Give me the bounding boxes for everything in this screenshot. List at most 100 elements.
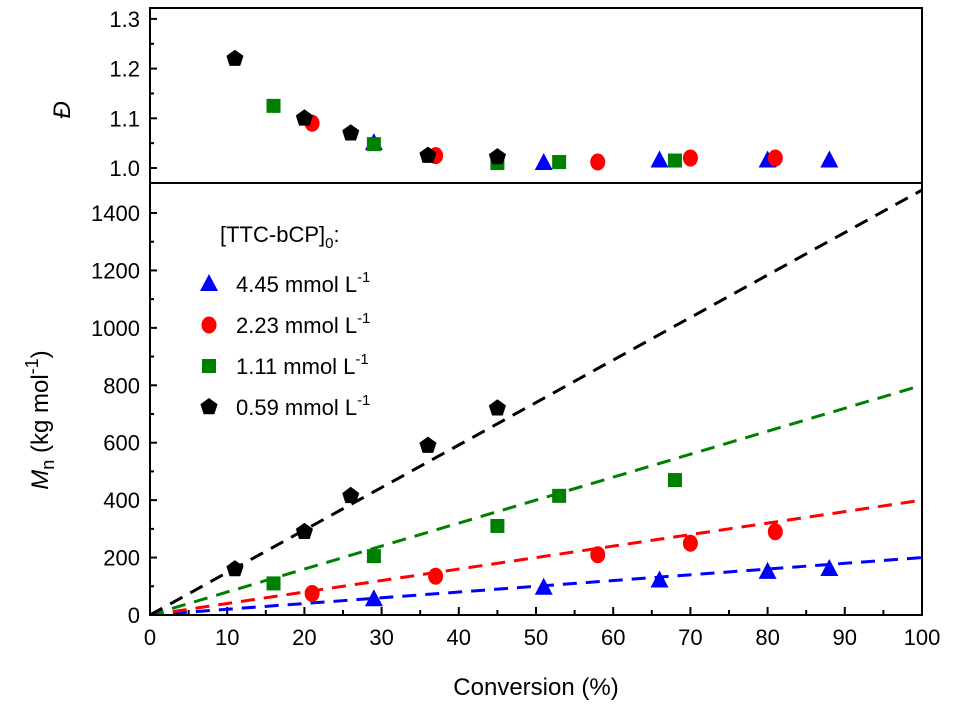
x-tick-label: 40 xyxy=(447,625,471,650)
x-tick-label: 30 xyxy=(369,625,393,650)
legend-marker xyxy=(201,316,217,334)
data-point xyxy=(266,98,281,113)
data-point xyxy=(767,523,783,541)
y-axis-label-bottom: Mn (kg mol-1) xyxy=(22,350,58,489)
y-tick-label: 1400 xyxy=(91,201,140,226)
x-axis-label: Conversion (%) xyxy=(453,674,618,701)
ylabel-sup: -1 xyxy=(22,358,42,374)
x-tick-label: 20 xyxy=(292,625,316,650)
legend-title-main: [TTC-bCP] xyxy=(220,222,325,247)
fit-line xyxy=(150,383,922,615)
data-point xyxy=(366,549,381,564)
x-tick-label: 70 xyxy=(678,625,702,650)
y-tick-label: 400 xyxy=(103,488,140,513)
data-point xyxy=(226,49,244,66)
data-point xyxy=(490,518,505,533)
legend-label-text: 2.23 mmol L xyxy=(236,313,357,338)
fit-lines xyxy=(150,188,922,615)
legend-item: 1.11 mmol L-1 xyxy=(202,351,369,379)
x-tick-label: 100 xyxy=(904,625,941,650)
legend-label-text: 1.11 mmol L xyxy=(236,354,355,379)
data-point xyxy=(534,577,553,595)
y-tick-label: 600 xyxy=(103,431,140,456)
y-tick-label-top: 1.0 xyxy=(109,156,140,181)
legend: [TTC-bCP]0: 4.45 mmol L-12.23 mmol L-11.… xyxy=(200,222,370,420)
top-frame xyxy=(149,7,923,184)
legend-marker xyxy=(200,274,218,291)
data-point xyxy=(667,153,682,168)
x-tick-label: 50 xyxy=(524,625,548,650)
data-point xyxy=(226,560,244,577)
y-axis-label-top: Đ xyxy=(49,101,76,118)
ylabel-end: ) xyxy=(27,350,54,358)
y-tick-label: 1000 xyxy=(91,316,140,341)
series xyxy=(266,473,682,591)
data-point xyxy=(682,149,698,167)
series xyxy=(364,559,839,607)
data-point xyxy=(552,488,567,503)
data-point xyxy=(820,150,839,168)
legend-label: 0.59 mmol L-1 xyxy=(236,392,370,420)
legend-items: 4.45 mmol L-12.23 mmol L-11.11 mmol L-10… xyxy=(200,269,370,420)
data-point xyxy=(364,589,383,607)
data-point xyxy=(428,567,444,585)
x-tick-label: 80 xyxy=(755,625,779,650)
data-point xyxy=(767,149,783,167)
ylabel-sub: n xyxy=(38,460,58,470)
legend-label-sup: -1 xyxy=(357,310,370,327)
data-point xyxy=(758,561,777,579)
data-point xyxy=(266,576,281,591)
top-panel-dispersity: 1.0 1.1 1.2 1.3 xyxy=(109,7,839,181)
series-top xyxy=(226,49,506,165)
x-tick-label: 90 xyxy=(833,625,857,650)
y-tick-label: 200 xyxy=(103,546,140,571)
legend-item: 4.45 mmol L-1 xyxy=(200,269,370,297)
x-tick-label: 10 xyxy=(215,625,239,650)
y-tick-label: 1200 xyxy=(91,258,140,283)
legend-title: [TTC-bCP]0: xyxy=(220,222,340,252)
legend-label: 2.23 mmol L-1 xyxy=(236,310,370,338)
fit-line xyxy=(150,498,922,615)
data-point xyxy=(342,486,360,504)
legend-label-sup: -1 xyxy=(355,351,368,368)
data-point xyxy=(295,109,313,126)
data-point xyxy=(342,124,360,141)
legend-item: 0.59 mmol L-1 xyxy=(200,392,370,420)
legend-item: 2.23 mmol L-1 xyxy=(201,310,370,338)
x-tick-label: 60 xyxy=(601,625,625,650)
fit-line xyxy=(150,188,922,615)
y-tick-label: 0 xyxy=(128,603,140,628)
legend-label-sup: -1 xyxy=(357,269,370,286)
data-point xyxy=(488,399,506,416)
data-point xyxy=(534,153,553,171)
series-top xyxy=(266,98,682,171)
fit-line xyxy=(150,556,922,615)
y-tick-label-top: 1.3 xyxy=(109,7,140,32)
ylabel-rest: (kg mol xyxy=(27,374,54,459)
data-point xyxy=(590,546,606,564)
legend-label-text: 4.45 mmol L xyxy=(236,272,357,297)
legend-title-end: : xyxy=(333,222,339,247)
data-point xyxy=(820,559,839,577)
legend-label: 4.45 mmol L-1 xyxy=(236,269,370,297)
y-tick-label-top: 1.1 xyxy=(109,106,140,131)
ylabel-main: M xyxy=(27,470,54,490)
legend-marker xyxy=(200,398,218,415)
data-point xyxy=(488,148,506,165)
legend-title-sub: 0 xyxy=(325,235,333,252)
series xyxy=(226,399,506,577)
data-point xyxy=(366,137,381,152)
data-point xyxy=(590,153,606,171)
y-tick-label-top: 1.2 xyxy=(109,57,140,82)
data-point xyxy=(295,522,313,539)
data-point xyxy=(304,584,320,602)
data-point xyxy=(650,570,669,588)
data-point xyxy=(667,473,682,488)
legend-marker xyxy=(202,359,216,373)
data-point xyxy=(650,150,669,168)
legend-label: 1.11 mmol L-1 xyxy=(236,351,369,379)
data-point xyxy=(682,534,698,552)
data-point xyxy=(419,436,437,453)
legend-label-sup: -1 xyxy=(357,392,370,409)
